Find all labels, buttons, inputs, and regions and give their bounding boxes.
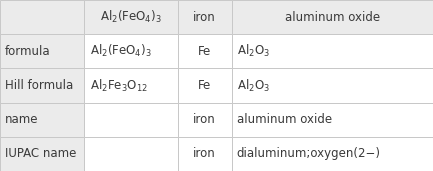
Bar [84, 34, 178, 68]
Text: iron: iron [193, 11, 216, 24]
Text: aluminum oxide: aluminum oxide [237, 113, 332, 126]
Bar [178, 137, 232, 171]
Bar [0, 137, 84, 171]
Text: Hill formula: Hill formula [5, 79, 74, 92]
Bar [232, 137, 433, 171]
Bar [232, 103, 433, 137]
Text: $\mathrm{Al_2O_3}$: $\mathrm{Al_2O_3}$ [237, 77, 270, 94]
Text: $\mathrm{Al_2Fe_3O_{12}}$: $\mathrm{Al_2Fe_3O_{12}}$ [90, 77, 147, 94]
Bar [0, 68, 84, 103]
Text: $\mathrm{Al_2(FeO_4)_3}$: $\mathrm{Al_2(FeO_4)_3}$ [100, 9, 162, 25]
Text: iron: iron [193, 147, 216, 160]
Text: Fe: Fe [198, 45, 211, 58]
Bar [84, 103, 178, 137]
Bar [84, 0, 178, 34]
Text: $\mathrm{Al_2(FeO_4)_3}$: $\mathrm{Al_2(FeO_4)_3}$ [90, 43, 152, 59]
Text: aluminum oxide: aluminum oxide [285, 11, 380, 24]
Text: name: name [5, 113, 39, 126]
Bar [178, 103, 232, 137]
Bar [0, 34, 84, 68]
Bar [178, 34, 232, 68]
Bar [232, 34, 433, 68]
Text: iron: iron [193, 113, 216, 126]
Bar [0, 103, 84, 137]
Bar [178, 0, 232, 34]
Text: $\mathrm{Al_2O_3}$: $\mathrm{Al_2O_3}$ [237, 43, 270, 59]
Bar [84, 137, 178, 171]
Text: IUPAC name: IUPAC name [5, 147, 77, 160]
Bar [0, 0, 84, 34]
Bar [232, 0, 433, 34]
Text: dialuminum;oxygen(2−): dialuminum;oxygen(2−) [237, 147, 381, 160]
Text: formula: formula [5, 45, 51, 58]
Text: Fe: Fe [198, 79, 211, 92]
Bar [232, 68, 433, 103]
Bar [178, 68, 232, 103]
Bar [84, 68, 178, 103]
